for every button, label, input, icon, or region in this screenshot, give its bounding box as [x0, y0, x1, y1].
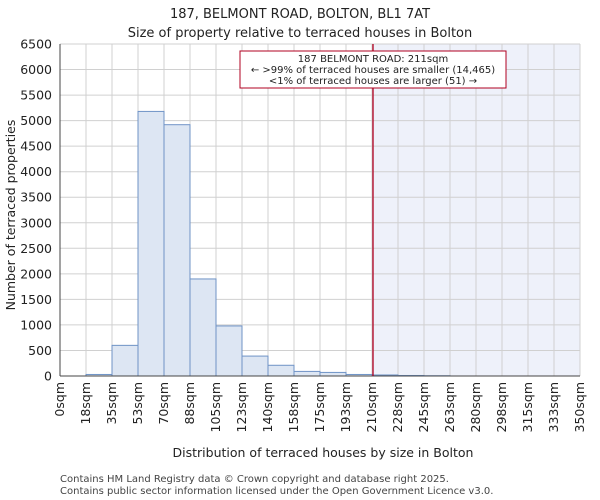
y-tick-label: 6000 — [20, 62, 52, 77]
x-tick-label: 280sqm — [468, 382, 483, 432]
x-tick-label: 263sqm — [442, 382, 457, 432]
annotation-line-3: <1% of terraced houses are larger (51) → — [269, 76, 477, 87]
x-tick-label: 298sqm — [494, 382, 509, 432]
y-tick-label: 3000 — [20, 215, 52, 230]
x-tick-label: 35sqm — [104, 382, 119, 425]
histogram-bar — [241, 355, 269, 377]
x-tick-label: 210sqm — [364, 382, 379, 432]
footer-line-2: Contains public sector information licen… — [60, 486, 493, 497]
x-tick-label: 350sqm — [572, 382, 587, 432]
annotation-box — [239, 50, 507, 89]
y-tick-label: 1500 — [20, 292, 52, 307]
plot-area: 0 500 1000 1500 2000 2500 3000 3500 4000 4500 5000… — [20, 37, 587, 433]
y-tick-label: 1000 — [20, 317, 52, 332]
x-tick-label: 245sqm — [416, 382, 431, 432]
x-tick-label: 53sqm — [130, 382, 145, 425]
y-tick-label: 2000 — [20, 266, 52, 281]
histogram-bar — [163, 124, 191, 377]
x-tick-label: 70sqm — [156, 382, 171, 425]
y-axis-label: Number of terraced properties — [3, 120, 18, 311]
histogram-bar — [267, 364, 295, 377]
histogram-bar — [215, 325, 243, 377]
x-tick-label: 333sqm — [546, 382, 561, 432]
chart-subtitle: Size of property relative to terraced ho… — [128, 26, 473, 41]
x-tick-label: 140sqm — [260, 382, 275, 432]
chart-title: 187, BELMONT ROAD, BOLTON, BL1 7AT — [170, 7, 430, 22]
x-tick-label: 123sqm — [234, 382, 249, 432]
histogram-bar — [189, 278, 217, 377]
x-tick-label: 315sqm — [520, 382, 535, 432]
histogram-bar — [319, 371, 347, 377]
y-tick-label: 500 — [28, 343, 52, 358]
y-tick-label: 2500 — [20, 241, 52, 256]
y-tick-label: 5500 — [20, 88, 52, 103]
histogram-bar — [111, 344, 139, 377]
x-axis-label: Distribution of terraced houses by size … — [173, 445, 474, 460]
histogram-bar — [137, 110, 165, 377]
histogram-bar — [293, 370, 321, 377]
y-tick-label: 5000 — [20, 113, 52, 128]
annotation-line-1: 187 BELMONT ROAD: 211sqm — [298, 54, 448, 65]
y-tick-label: 0 — [44, 369, 52, 384]
x-tick-label: 0sqm — [52, 382, 67, 417]
x-tick-label: 175sqm — [312, 382, 327, 432]
y-tick-label: 4000 — [20, 164, 52, 179]
x-tick-label: 18sqm — [78, 382, 93, 425]
y-tick-label: 4500 — [20, 139, 52, 154]
x-tick-label: 158sqm — [286, 382, 301, 432]
footer-line-1: Contains HM Land Registry data © Crown c… — [60, 474, 449, 485]
x-tick-label: 88sqm — [182, 382, 197, 425]
x-tick-label: 193sqm — [338, 382, 353, 432]
x-tick-label: 105sqm — [208, 382, 223, 432]
y-tick-label: 6500 — [20, 37, 52, 52]
x-tick-label: 228sqm — [390, 382, 405, 432]
y-tick-label: 3500 — [20, 190, 52, 205]
annotation-line-2: ← >99% of terraced houses are smaller (1… — [251, 65, 495, 76]
